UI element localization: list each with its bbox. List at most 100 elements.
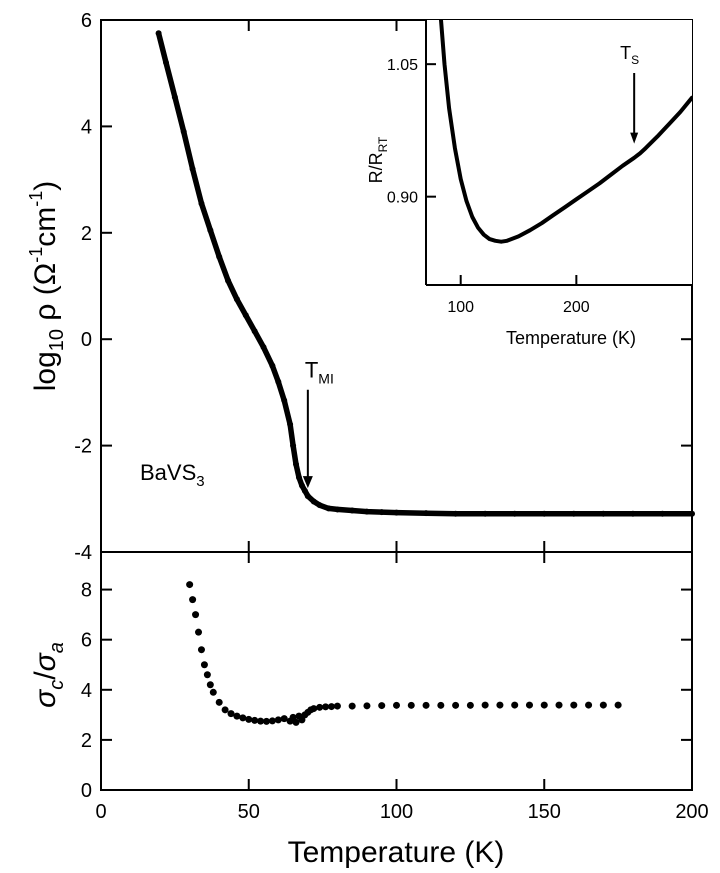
- anisotropy-points: [186, 581, 622, 726]
- anisotropy-point: [378, 702, 386, 710]
- resistivity-point: [659, 510, 666, 517]
- anisotropy-point: [422, 701, 430, 709]
- resistivity-point: [378, 509, 385, 516]
- top-y-tick-label: 4: [81, 116, 92, 138]
- resistivity-point: [600, 510, 607, 517]
- resistivity-point: [629, 510, 636, 517]
- anisotropy-point: [268, 717, 276, 725]
- resistivity-point: [281, 397, 288, 404]
- anisotropy-point: [186, 581, 194, 589]
- bottom-y-tick-label: 8: [81, 580, 92, 602]
- inset-panel: 0.90 1.05 100 200 R/RRT Temperature (K) TS: [366, 20, 692, 348]
- anisotropy-point: [274, 716, 282, 724]
- bottom-y-tick-label: 2: [81, 730, 92, 752]
- anisotropy-point: [233, 712, 241, 720]
- resistivity-point: [325, 505, 332, 512]
- inset-y-ticks: 0.90 1.05: [387, 57, 436, 207]
- anisotropy-point: [192, 611, 200, 619]
- anisotropy-point: [292, 718, 300, 726]
- anisotropy-point: [251, 716, 259, 724]
- resistivity-point: [290, 442, 297, 449]
- tmi-arrow-head: [302, 476, 313, 489]
- anisotropy-point: [585, 701, 593, 709]
- resistivity-point: [275, 378, 282, 385]
- bottom-x-ticks: 0 50 100 150 200: [95, 552, 709, 823]
- bottom-y-tick-label: 4: [81, 680, 92, 702]
- top-y-tick-label: 6: [81, 10, 92, 32]
- inset-y-axis-title: R/RRT: [366, 136, 390, 183]
- bottom-x-tick-label: 50: [238, 801, 260, 823]
- resistivity-point: [287, 421, 294, 428]
- anisotropy-point: [452, 701, 460, 709]
- anisotropy-point: [407, 701, 415, 709]
- resistivity-point: [393, 509, 400, 516]
- anisotropy-point: [540, 701, 548, 709]
- anisotropy-point: [481, 701, 489, 709]
- anisotropy-point: [511, 701, 519, 709]
- bottom-y-ticks: 0 2 4 6 8: [81, 580, 692, 802]
- anisotropy-point: [333, 702, 341, 710]
- inset-background: [426, 20, 692, 285]
- bottom-x-tick-label: 100: [380, 801, 413, 823]
- anisotropy-point: [215, 698, 223, 706]
- resistivity-point: [423, 510, 430, 517]
- resistivity-point: [316, 502, 323, 509]
- resistivity-point: [163, 59, 170, 66]
- resistivity-point: [689, 510, 695, 517]
- resistivity-point: [207, 227, 214, 234]
- anisotropy-point: [280, 715, 288, 723]
- top-y-tick-label: 0: [81, 329, 92, 351]
- resistivity-point: [511, 510, 518, 517]
- anisotropy-point: [555, 701, 563, 709]
- anisotropy-point: [227, 710, 235, 718]
- inset-y-tick-label: 1.05: [387, 57, 418, 74]
- anisotropy-point: [348, 702, 356, 710]
- anisotropy-point: [262, 717, 270, 725]
- anisotropy-point: [195, 628, 203, 636]
- top-y-axis-title: log10 ρ (Ω-1cm-1): [26, 181, 68, 391]
- resistivity-point: [541, 510, 548, 517]
- tmi-annotation: TMI: [302, 358, 334, 489]
- bottom-y-tick-label: 0: [81, 780, 92, 802]
- resistivity-point: [189, 165, 196, 172]
- resistivity-point: [570, 510, 577, 517]
- resistivity-point: [251, 328, 258, 335]
- ts-label: TS: [620, 43, 639, 67]
- anisotropy-point: [197, 646, 205, 654]
- bottom-x-tick-label: 0: [95, 801, 106, 823]
- anisotropy-point: [239, 714, 247, 722]
- anisotropy-point: [310, 705, 318, 713]
- top-panel: -4 -2 0 2 4 6 log10 ρ (Ω-1cm-1) BaVS3 TMI: [26, 10, 695, 564]
- top-y-tick-label: 2: [81, 223, 92, 245]
- resistivity-point: [225, 277, 232, 284]
- anisotropy-point: [200, 661, 208, 669]
- resistivity-point: [198, 200, 205, 207]
- resistivity-point: [349, 507, 356, 514]
- anisotropy-point: [189, 596, 197, 604]
- resistivity-point: [233, 296, 240, 303]
- anisotropy-point: [437, 701, 445, 709]
- bottom-y-axis-title: σc/σa: [29, 642, 68, 708]
- resistivity-point: [180, 128, 187, 135]
- anisotropy-point: [257, 717, 265, 725]
- anisotropy-point: [327, 703, 335, 711]
- resistivity-point: [301, 487, 308, 494]
- anisotropy-point: [322, 703, 330, 711]
- anisotropy-point: [221, 706, 229, 714]
- anisotropy-point: [245, 715, 253, 723]
- x-axis-title: Temperature (K): [288, 836, 505, 869]
- resistivity-point: [482, 510, 489, 517]
- resistivity-point: [260, 344, 267, 351]
- anisotropy-point: [203, 671, 211, 679]
- inset-x-tick-label: 200: [563, 299, 590, 316]
- ts-annotation: TS: [620, 43, 639, 144]
- ts-arrow-head: [630, 132, 639, 144]
- anisotropy-point: [206, 681, 214, 689]
- bottom-x-tick-label: 150: [528, 801, 561, 823]
- inset-x-axis-title: Temperature (K): [506, 328, 636, 348]
- resistivity-point: [171, 94, 178, 101]
- resistivity-point: [216, 253, 223, 260]
- resistivity-point: [363, 508, 370, 515]
- anisotropy-point: [466, 701, 474, 709]
- resistivity-point: [295, 474, 302, 481]
